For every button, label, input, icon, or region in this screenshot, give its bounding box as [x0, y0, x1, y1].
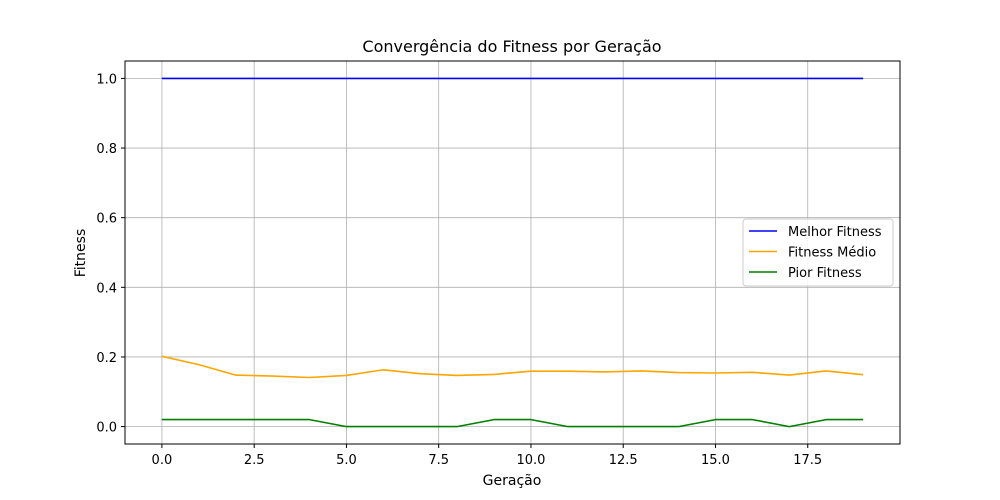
- y-tick-label: 0.6: [96, 212, 117, 227]
- legend-box: [742, 218, 894, 287]
- y-axis-label: Fitness: [73, 229, 89, 278]
- y-tick-label: 0.4: [96, 281, 117, 296]
- x-tick-label: 12.5: [609, 453, 638, 468]
- legend-label: Fitness Médio: [788, 246, 876, 261]
- chart-title: Convergência do Fitness por Geração: [362, 37, 661, 56]
- x-tick-label: 7.5: [428, 453, 449, 468]
- series-line-2: [161, 355, 864, 379]
- x-tick-label: 15.0: [701, 453, 730, 468]
- x-tick-label: 0.0: [152, 453, 173, 468]
- x-axis: 0.0 2.5 5.0 7.5 10.0 12.5 15.0 17.5: [152, 444, 822, 468]
- x-tick-label: 17.5: [793, 453, 822, 468]
- x-tick-label: 10.0: [516, 453, 545, 468]
- y-axis: 0.0 0.2 0.4 0.6 0.8 1.0: [96, 72, 125, 436]
- series-line-3: [161, 418, 864, 428]
- x-axis-label: Geração: [483, 473, 542, 489]
- legend-label: Pior Fitness: [788, 266, 862, 281]
- series-lines: [161, 77, 864, 428]
- legend-label: Melhor Fitness: [788, 225, 882, 240]
- legend: Melhor Fitness Fitness Médio Pior Fitness: [742, 218, 894, 287]
- y-tick-label: 0.8: [96, 142, 117, 157]
- y-tick-label: 1.0: [96, 72, 117, 87]
- y-tick-label: 0.0: [96, 421, 117, 436]
- x-tick-label: 5.0: [336, 453, 357, 468]
- plot-frame: [124, 60, 901, 445]
- y-tick-label: 0.2: [96, 351, 117, 366]
- x-tick-label: 2.5: [244, 453, 265, 468]
